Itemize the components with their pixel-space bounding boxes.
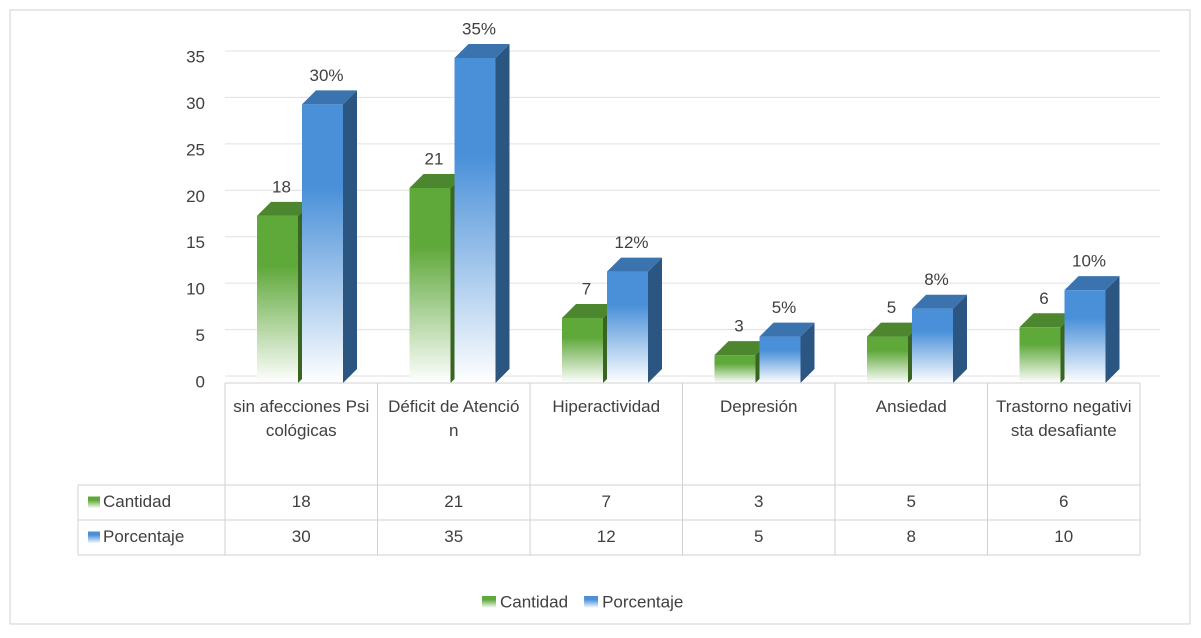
x-tick-label-box: Hiperactividad [552, 397, 661, 416]
table-cell: 7 [602, 492, 611, 511]
x-tick-label-box: sin afecciones Psicológicas [233, 397, 370, 440]
bar-side [1105, 276, 1120, 383]
data-label: 5 [887, 298, 896, 317]
bar [562, 318, 603, 383]
table-cell: 8 [907, 527, 916, 546]
data-label: 12% [614, 233, 648, 252]
table-cell: 10 [1054, 527, 1073, 546]
table-cell: 35 [444, 527, 463, 546]
bar-top [1019, 313, 1075, 328]
y-tick-label: 35 [186, 47, 205, 66]
legend-key [584, 596, 599, 608]
bar-top [714, 341, 770, 356]
bar [759, 336, 801, 383]
data-label: 3 [734, 317, 743, 336]
table-cell: 5 [754, 527, 763, 546]
legend-label: Cantidad [500, 592, 568, 611]
bar [607, 271, 648, 383]
data-label: 21 [425, 149, 444, 168]
bar-side [800, 322, 815, 383]
x-tick-label: Trastorno negativista desafiante [996, 397, 1132, 440]
data-label: 7 [582, 279, 591, 298]
data-label: 18 [272, 177, 291, 196]
bar-top [607, 257, 662, 272]
bar-top [302, 90, 357, 105]
legend-label: Porcentaje [602, 592, 683, 611]
x-tick-label-box: Depresión [720, 397, 798, 416]
table-cell: 21 [444, 492, 463, 511]
y-tick-label: 25 [186, 140, 205, 159]
data-label: 10% [1072, 252, 1106, 271]
data-label: 5% [772, 298, 797, 317]
bar-side [953, 294, 967, 383]
y-tick-label: 30 [186, 94, 205, 113]
table-cell: 3 [754, 492, 763, 511]
data-label: 35% [462, 19, 496, 38]
y-tick-label: 5 [196, 326, 205, 345]
x-tick-label: sin afecciones Psicológicas [233, 397, 370, 440]
bar [714, 355, 756, 383]
bar [1019, 327, 1061, 383]
y-tick-label: 20 [186, 187, 205, 206]
bar [454, 58, 496, 383]
table-cell: 18 [292, 492, 311, 511]
bar-top [454, 44, 510, 58]
bar-top [1064, 276, 1120, 291]
bar [867, 336, 908, 383]
table-legend-key [88, 496, 100, 509]
x-tick-label-box: Ansiedad [875, 397, 947, 416]
x-tick-label-box: Déficit de Atención [388, 397, 520, 440]
y-tick-label: 0 [196, 372, 205, 391]
bar [409, 188, 451, 383]
table-cell: 5 [907, 492, 916, 511]
bar [912, 308, 953, 383]
data-label: 8% [924, 270, 949, 289]
x-tick-label: Depresión [720, 397, 798, 416]
bar-top [562, 304, 617, 318]
bar-side [343, 90, 357, 383]
bar [1064, 290, 1106, 383]
x-tick-label: Déficit de Atención [388, 397, 520, 440]
legend-key [482, 596, 496, 608]
table-row-label: Porcentaje [103, 527, 184, 546]
bar-top [912, 294, 967, 309]
data-label: 6 [1039, 289, 1048, 308]
bar-top [867, 322, 922, 337]
y-tick-label: 15 [186, 233, 205, 252]
data-label: 30% [309, 66, 343, 85]
y-tick-label: 10 [186, 280, 205, 299]
bar [302, 104, 343, 383]
bar-top [409, 174, 465, 188]
table-cell: 12 [597, 527, 616, 546]
table-row-label: Cantidad [103, 492, 171, 511]
bar-top [759, 322, 815, 337]
bar-side [495, 44, 510, 383]
x-tick-label: Hiperactividad [552, 397, 661, 416]
table-cell: 30 [292, 527, 311, 546]
x-tick-label: Ansiedad [875, 397, 947, 416]
table-cell: 6 [1059, 492, 1068, 511]
table-legend-key [88, 531, 100, 544]
bar-side [648, 257, 662, 383]
bar [257, 215, 298, 383]
bar-top [257, 201, 312, 216]
x-tick-label-box: Trastorno negativista desafiante [996, 397, 1132, 440]
